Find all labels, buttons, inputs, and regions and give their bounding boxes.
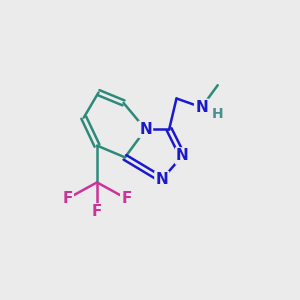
Text: H: H: [212, 107, 224, 121]
Text: F: F: [121, 191, 132, 206]
Text: N: N: [139, 122, 152, 137]
Text: N: N: [195, 100, 208, 115]
Text: N: N: [176, 148, 189, 164]
Text: F: F: [62, 191, 73, 206]
Text: F: F: [92, 204, 102, 219]
Text: N: N: [155, 172, 168, 187]
